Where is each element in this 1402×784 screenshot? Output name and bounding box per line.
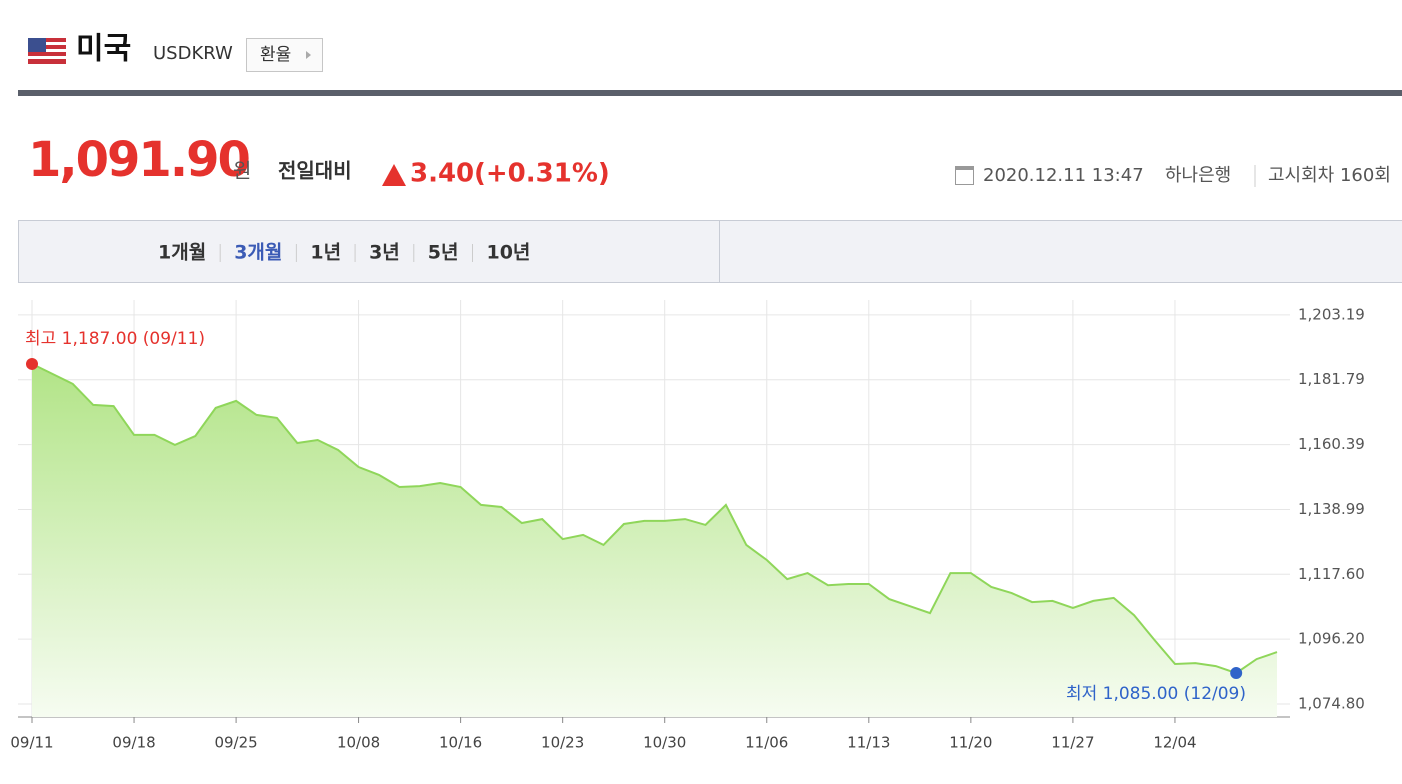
period-tab[interactable]: 1개월 <box>158 242 206 264</box>
country: 미국 <box>76 32 131 67</box>
min-point <box>1230 667 1243 680</box>
x-tick-label: 12/04 <box>1153 734 1196 752</box>
x-tick-label: 10/23 <box>541 734 584 752</box>
x-tick-label: 10/16 <box>439 734 482 752</box>
calendar-icon <box>955 166 974 185</box>
x-tick-label: 09/25 <box>214 734 257 752</box>
period-tab[interactable]: 10년 <box>486 242 530 264</box>
currency-code: USDKRW <box>153 43 233 64</box>
y-tick-label: 1,096.20 <box>1298 630 1365 648</box>
x-tick-label: 10/08 <box>337 734 380 752</box>
period-tab[interactable]: 3개월 <box>234 242 282 264</box>
datetime: 2020.12.11 13:47 <box>983 165 1144 186</box>
x-tick-label: 11/27 <box>1051 734 1094 752</box>
x-tick-label: 09/18 <box>112 734 155 752</box>
min-label: 최저 1,085.00 (12/09) <box>1066 684 1246 704</box>
y-tick-label: 1,074.80 <box>1298 694 1365 712</box>
period-tab[interactable]: 5년 <box>428 242 459 264</box>
period-tab[interactable]: 1년 <box>310 242 341 264</box>
x-tick-label: 10/30 <box>643 734 686 752</box>
plot: 1,203.19 1,181.79 1,160.39 1,138.99 1,117.60… <box>10 300 1365 752</box>
price: 1,091.90 <box>28 132 249 188</box>
period-tab[interactable]: 3년 <box>369 242 400 264</box>
notice-round: 고시회차 160회 <box>1268 165 1391 186</box>
y-tick-label: 1,160.39 <box>1298 435 1365 453</box>
x-tick-label: 11/20 <box>949 734 992 752</box>
y-tick-label: 1,181.79 <box>1298 370 1365 388</box>
max-label: 최고 1,187.00 (09/11) <box>25 329 205 349</box>
x-tick-label: 11/13 <box>847 734 890 752</box>
y-tick-label: 1,138.99 <box>1298 500 1365 518</box>
y-tick-label: 1,203.19 <box>1298 305 1365 323</box>
header-rule <box>18 90 1402 96</box>
area <box>32 363 1277 717</box>
flag-icon <box>28 38 66 64</box>
x-tick-label: 11/06 <box>745 734 788 752</box>
change-label: 전일대비 <box>278 159 352 183</box>
up-arrow <box>382 164 406 186</box>
change: 3.40 <box>410 159 474 189</box>
rate-button-label[interactable]: 환율 <box>260 45 291 65</box>
max-point <box>26 357 38 370</box>
bank: 하나은행 <box>1165 165 1231 186</box>
tab-bar <box>18 220 1402 283</box>
price-unit: 원 <box>233 159 251 183</box>
line <box>31 363 1278 675</box>
y-tick-label: 1,117.60 <box>1298 565 1365 583</box>
period-tabs: 1개월 3개월 1년 3년 5년 10년 <box>158 242 530 264</box>
change-percent: (+0.31%) <box>474 159 610 189</box>
x-tick-label: 09/11 <box>10 734 53 752</box>
rate-button[interactable]: 환율 <box>246 38 323 72</box>
